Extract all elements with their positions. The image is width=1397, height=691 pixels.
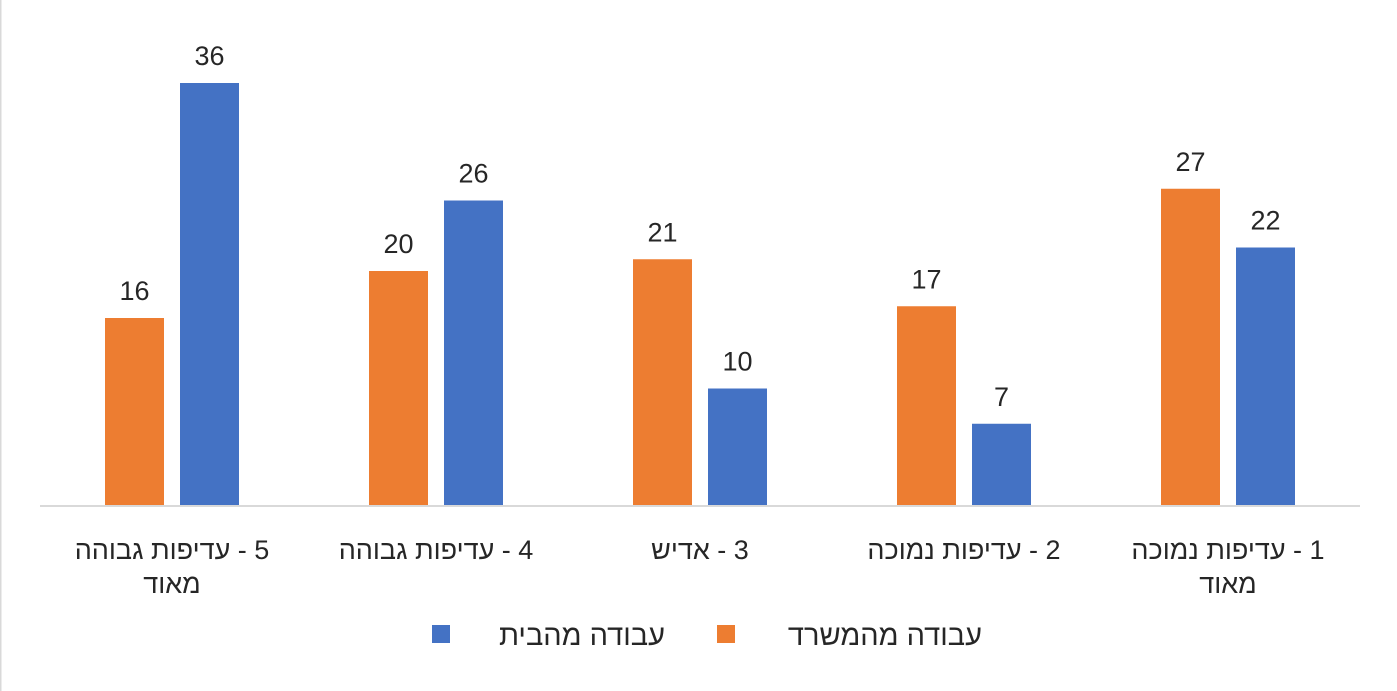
bars-layer xyxy=(105,83,1295,506)
category-label-1-line2: מאוד xyxy=(143,569,200,599)
category-label-1: 5 - עדיפות גבוהה xyxy=(75,535,270,565)
bar-office-2 xyxy=(369,271,428,506)
legend-swatch-home xyxy=(432,625,450,643)
data-label-office-2: 20 xyxy=(383,229,413,259)
data-label-home-4: 7 xyxy=(994,382,1009,412)
bar-home-1 xyxy=(180,83,239,506)
legend: עבודה מהבית עבודה מהמשרד xyxy=(432,620,982,652)
value-labels-layer: 16 36 20 26 21 10 17 7 27 22 xyxy=(119,41,1280,412)
chart-border-left xyxy=(0,0,2,691)
data-label-office-4: 17 xyxy=(911,264,941,294)
bar-office-1 xyxy=(105,318,164,506)
data-label-home-5: 22 xyxy=(1250,206,1280,236)
bar-home-3 xyxy=(708,388,767,506)
data-label-home-1: 36 xyxy=(194,41,224,71)
category-label-5: 1 - עדיפות נמוכה xyxy=(1131,535,1324,565)
bar-home-2 xyxy=(444,200,503,506)
data-label-home-3: 10 xyxy=(722,347,752,377)
bar-office-3 xyxy=(633,259,692,506)
legend-label-home: עבודה מהבית xyxy=(499,620,665,652)
bar-office-5 xyxy=(1161,188,1220,506)
category-label-3: 3 - אדיש xyxy=(651,535,749,565)
category-labels-layer: 5 - עדיפות גבוהה מאוד 4 - עדיפות גבוהה 3 - … xyxy=(75,535,1325,599)
category-label-5-line2: מאוד xyxy=(1199,569,1256,599)
bar-office-4 xyxy=(897,306,956,506)
data-label-office-3: 21 xyxy=(647,217,677,247)
category-label-2: 4 - עדיפות גבוהה xyxy=(339,535,534,565)
data-label-home-2: 26 xyxy=(458,159,488,189)
data-label-office-5: 27 xyxy=(1175,147,1205,177)
data-label-office-1: 16 xyxy=(119,276,149,306)
category-label-4: 2 - עדיפות נמוכה xyxy=(867,535,1060,565)
legend-swatch-office xyxy=(717,625,735,643)
bar-home-4 xyxy=(972,423,1031,506)
bar-home-5 xyxy=(1236,247,1295,506)
legend-label-office: עבודה מהמשרד xyxy=(788,620,982,652)
